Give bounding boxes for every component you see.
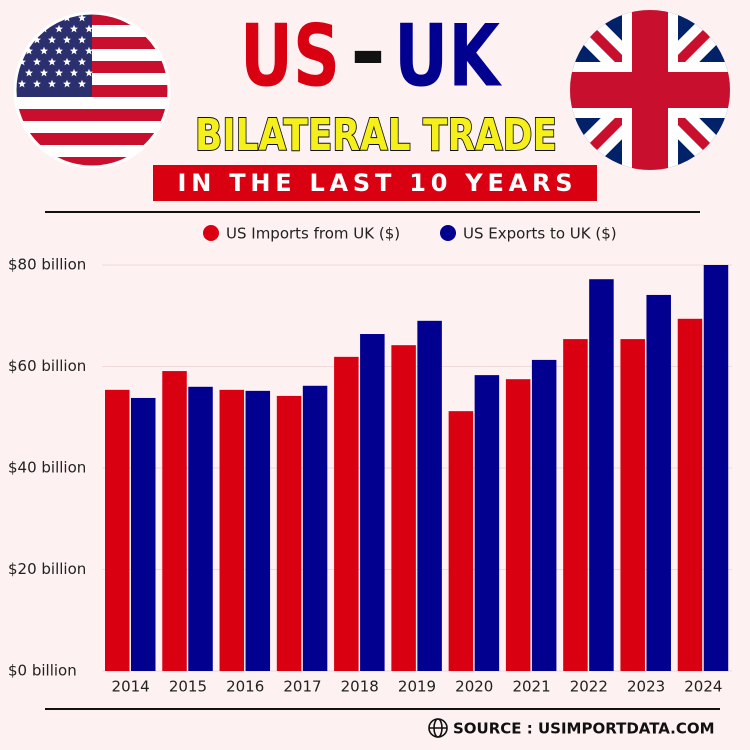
legend-label: US Imports from UK ($) [226, 225, 400, 243]
bar [620, 339, 645, 671]
bar [531, 359, 557, 671]
subtitle: BILATERAL TRADE [195, 110, 557, 161]
bar [391, 345, 416, 671]
bar [188, 386, 213, 671]
bar [131, 397, 156, 671]
source: SOURCE : USIMPORTDATA.COM [453, 720, 715, 738]
bar [703, 265, 729, 671]
bar [646, 294, 671, 671]
y-tick-label: $0 billion [8, 662, 77, 680]
globe-icon [428, 718, 448, 738]
star [33, 35, 41, 44]
x-tick-label: 2023 [627, 678, 665, 696]
bar [334, 356, 359, 671]
bar [162, 371, 187, 671]
star [55, 24, 63, 33]
star [78, 79, 86, 88]
chart: $0 billion $20 billion $40 billion $60 bill… [8, 225, 732, 696]
y-tick-label: $20 billion [8, 560, 86, 578]
star [55, 46, 63, 55]
us-flag-border [13, 11, 171, 169]
bar [677, 318, 703, 671]
banner: IN THE LAST 10 YEARS [178, 169, 573, 197]
x-tick-label: 2018 [341, 678, 379, 696]
bar [219, 389, 245, 671]
x-tick-label: 2021 [512, 678, 550, 696]
legend-label: US Exports to UK ($) [463, 225, 617, 243]
bar [505, 379, 531, 671]
star [63, 35, 71, 44]
star [78, 57, 86, 66]
star [85, 46, 93, 55]
star [18, 57, 26, 66]
title-right: UK [394, 6, 503, 106]
bar [276, 395, 302, 671]
bar [417, 320, 442, 671]
star [78, 35, 86, 44]
star [48, 79, 56, 88]
legend-marker [203, 225, 219, 241]
star [55, 68, 63, 77]
star [25, 68, 33, 77]
title-left: US [240, 6, 340, 106]
bar [448, 411, 474, 671]
star [40, 46, 48, 55]
bar [589, 279, 614, 671]
star [33, 57, 41, 66]
star [25, 46, 33, 55]
star [48, 57, 56, 66]
bar [105, 389, 130, 671]
title-separator: - [350, 2, 386, 102]
bar [474, 375, 500, 671]
x-tick-label: 2014 [112, 678, 150, 696]
y-tick-label: $40 billion [8, 459, 86, 477]
star [63, 57, 71, 66]
y-tick-label: $60 billion [8, 357, 86, 375]
x-tick-label: 2017 [283, 678, 321, 696]
star [33, 79, 41, 88]
banner-background [153, 165, 597, 201]
bar [245, 390, 271, 671]
x-tick-label: 2015 [169, 678, 207, 696]
bar [360, 334, 385, 671]
star [18, 79, 26, 88]
us-flag [15, 13, 169, 167]
y-tick-label: $80 billion [8, 256, 86, 274]
star [70, 68, 78, 77]
star [40, 68, 48, 77]
star [85, 68, 93, 77]
star [63, 79, 71, 88]
star [85, 24, 93, 33]
star [70, 24, 78, 33]
x-tick-label: 2024 [684, 678, 722, 696]
x-tick-label: 2016 [226, 678, 264, 696]
bar [302, 385, 328, 671]
star [78, 13, 86, 22]
x-tick-label: 2019 [398, 678, 436, 696]
legend-marker [440, 225, 456, 241]
star [48, 35, 56, 44]
bar [563, 339, 588, 671]
x-tick-label: 2022 [570, 678, 608, 696]
star [70, 46, 78, 55]
x-tick-label: 2020 [455, 678, 493, 696]
